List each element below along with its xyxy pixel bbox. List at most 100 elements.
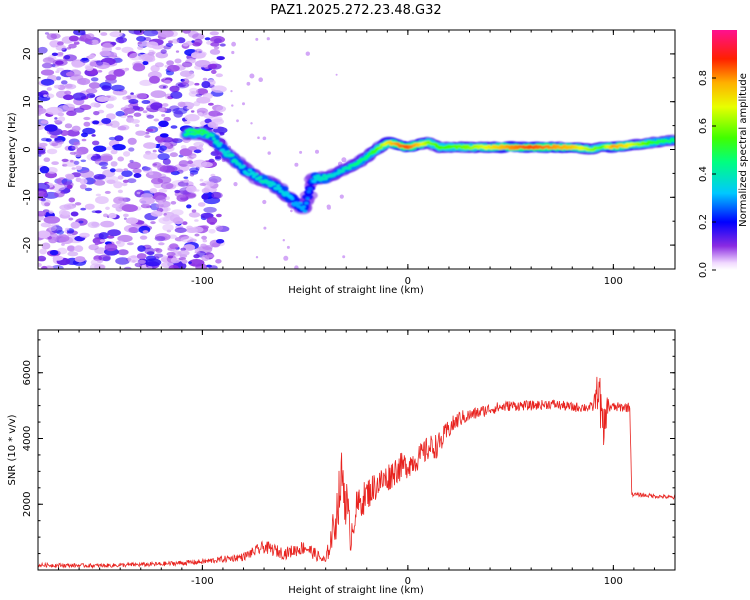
noise-blob [144, 247, 155, 255]
noise-blob [171, 138, 179, 143]
noise-blob [216, 213, 222, 218]
noise-blob [63, 181, 74, 189]
noise-blob [38, 107, 47, 115]
noise-blob [40, 78, 55, 86]
noise-blob [187, 160, 194, 165]
colorbar-tick-label: 0.8 [698, 70, 709, 86]
noise-blob [80, 58, 90, 63]
noise-blob [84, 187, 93, 192]
noise-blob [91, 134, 96, 137]
signal-point [218, 142, 223, 146]
noise-blob [103, 213, 109, 218]
signal-point [304, 201, 309, 205]
noise-blob [38, 182, 50, 191]
noise-blob [40, 69, 55, 76]
noise-blob [200, 243, 207, 247]
noise-blob [216, 56, 225, 61]
noise-blob [105, 74, 117, 81]
noise-blob [95, 193, 102, 197]
noise-blob [38, 210, 47, 217]
y-tick-label: 20 [22, 48, 33, 61]
noise-blob [215, 73, 223, 78]
noise-blob [144, 258, 162, 267]
noise-blob [38, 262, 42, 267]
noise-blob [143, 142, 157, 149]
noise-blob [98, 254, 111, 261]
noise-blob [160, 49, 167, 54]
noise-blob [110, 161, 118, 167]
noise-blob [40, 222, 51, 228]
noise-blob [170, 257, 181, 264]
noise-blob [183, 244, 196, 251]
noise-blob [38, 124, 45, 130]
noise-blob [79, 170, 94, 179]
noise-blob [157, 176, 172, 184]
signal-point [339, 169, 346, 173]
noise-blob [79, 184, 87, 190]
x-tick-label: 100 [604, 576, 623, 587]
noise-blob [48, 224, 57, 232]
noise-dot [294, 265, 299, 269]
noise-blob [109, 168, 116, 173]
signal-point [185, 132, 192, 136]
colorbar: 0.0 0.2 0.4 0.6 0.8 Normalized spectral ampl… [698, 30, 749, 278]
noise-blob [184, 114, 200, 122]
noise-blob [159, 133, 169, 138]
noise-blob [162, 224, 174, 232]
noise-dot [255, 256, 259, 259]
signal-point [646, 142, 650, 146]
noise-blob [67, 233, 73, 237]
noise-blob [115, 168, 124, 173]
noise-blob [182, 221, 188, 226]
x-tick-label: -100 [191, 276, 214, 287]
noise-blob [197, 112, 203, 116]
noise-blob [79, 232, 90, 238]
noise-blob [189, 238, 197, 243]
noise-blob [171, 209, 184, 216]
noise-blob [202, 77, 208, 81]
signal-point [272, 182, 277, 186]
noise-blob [57, 52, 64, 56]
noise-blob [105, 103, 114, 109]
y-tick-label: -10 [22, 189, 33, 205]
signal-point [247, 168, 253, 172]
noise-blob [51, 161, 59, 166]
snr-series-line [38, 376, 675, 570]
noise-blob [39, 142, 48, 147]
noise-blob [92, 120, 100, 125]
noise-blob [57, 112, 65, 117]
noise-blob [147, 266, 153, 269]
noise-dot [242, 102, 245, 106]
noise-blob [72, 92, 87, 101]
noise-blob [115, 110, 125, 117]
noise-blob [124, 266, 132, 269]
signal-point [379, 146, 383, 149]
noise-blob [74, 202, 82, 206]
signal-point [277, 187, 282, 190]
noise-blob [183, 176, 189, 179]
spectrogram-noise [38, 30, 347, 269]
noise-blob [40, 120, 49, 124]
noise-blob [84, 203, 95, 210]
noise-blob [83, 121, 91, 127]
noise-blob [133, 173, 142, 178]
noise-blob [139, 197, 156, 205]
noise-blob [215, 225, 224, 231]
noise-blob [113, 181, 123, 189]
noise-dot [282, 239, 285, 242]
noise-blob [158, 120, 169, 128]
noise-blob [108, 212, 117, 219]
noise-blob [166, 60, 175, 66]
noise-blob [51, 52, 59, 56]
noise-blob [189, 173, 195, 177]
noise-blob [90, 259, 102, 266]
noise-blob [209, 60, 217, 65]
noise-blob [41, 137, 49, 142]
noise-blob [110, 149, 118, 155]
noise-blob [161, 114, 166, 117]
noise-blob [86, 33, 95, 40]
noise-blob [216, 239, 225, 244]
noise-blob [135, 124, 140, 127]
